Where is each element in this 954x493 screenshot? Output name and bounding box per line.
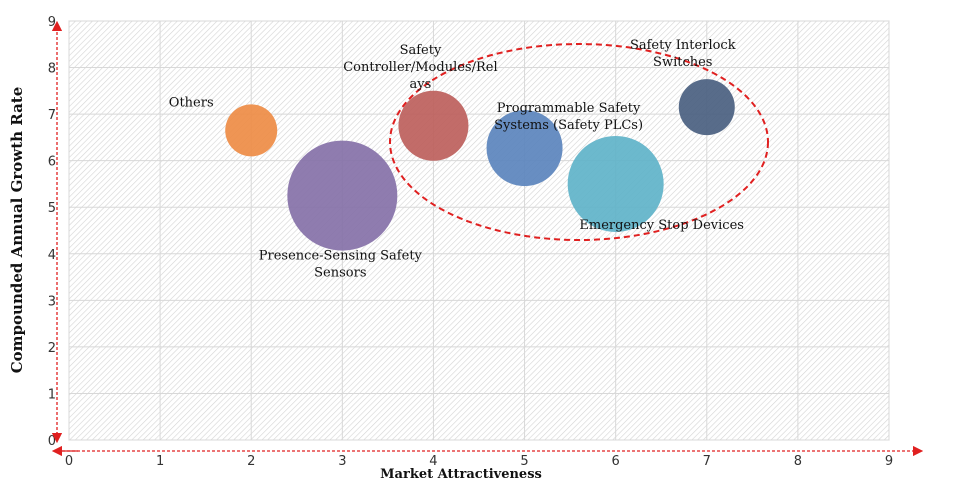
bubble-label-line: Switches [653,55,712,70]
x-tick-label: 3 [338,454,346,469]
x-axis-label: Market Attractiveness [380,467,542,482]
bubble [287,140,398,251]
bubble [398,90,469,161]
bubble [678,79,735,136]
bubble-label-line: ays [410,77,432,92]
y-tick-label: 5 [48,201,56,216]
bubble-label: Emergency Stop Devices [579,218,744,233]
bubble-label-line: Presence-Sensing Safety [259,249,423,264]
y-tick-label: 9 [48,15,56,30]
highlight-ellipse [389,43,769,241]
y-tick-label: 6 [48,155,56,170]
bubble-labels: Others Presence-Sensing Safety Sensors Safe… [169,38,744,280]
y-tick-label: 2 [48,341,56,356]
bubble-label-line: Systems (Safety PLCs) [494,118,643,133]
bubble-label-line: Safety Interlock [630,38,736,53]
bubble-label: Presence-Sensing Safety Sensors [259,249,423,281]
bubbles [225,79,735,251]
x-tick-label: 6 [612,454,620,469]
bubble-label-line: Emergency Stop Devices [579,218,744,233]
y-tick-label: 7 [48,108,56,123]
x-tick-label: 9 [885,454,893,469]
y-tick-label: 4 [48,248,56,263]
bubble-label-line: Safety [400,43,442,58]
y-axis-label: Compounded Annual Growth Rate [8,87,26,374]
bubble-label-line: Sensors [314,266,366,281]
highlight-ellipse-shape [389,43,769,241]
bubble-label: Safety Controller/Modules/Rel ays [343,43,497,92]
bubble [225,104,278,157]
x-tick-label: 2 [247,454,255,469]
y-tick-label: 0 [48,434,56,449]
gridlines [68,20,890,441]
x-tick-label: 5 [520,454,528,469]
bubble-label-line: Others [169,95,214,110]
bubble-label: Programmable Safety Systems (Safety PLCs) [494,101,643,133]
y-tick-label: 1 [48,387,56,402]
x-tick-label: 4 [429,454,437,469]
bubble-label: Safety Interlock Switches [630,38,736,70]
x-tick-label: 8 [794,454,802,469]
plot-area [68,20,890,441]
y-tick-label: 3 [48,294,56,309]
bubble [567,135,664,232]
x-tick-label: 1 [156,454,164,469]
bubble [486,110,563,187]
bubble-label: Others [169,95,214,110]
bubble-label-line: Controller/Modules/Rel [343,60,497,75]
x-tick-label: 7 [703,454,711,469]
axis-arrows [51,20,924,457]
y-tick-label: 8 [48,62,56,77]
bubble-label-line: Programmable Safety [497,101,641,116]
x-tick-label: 0 [65,454,73,469]
